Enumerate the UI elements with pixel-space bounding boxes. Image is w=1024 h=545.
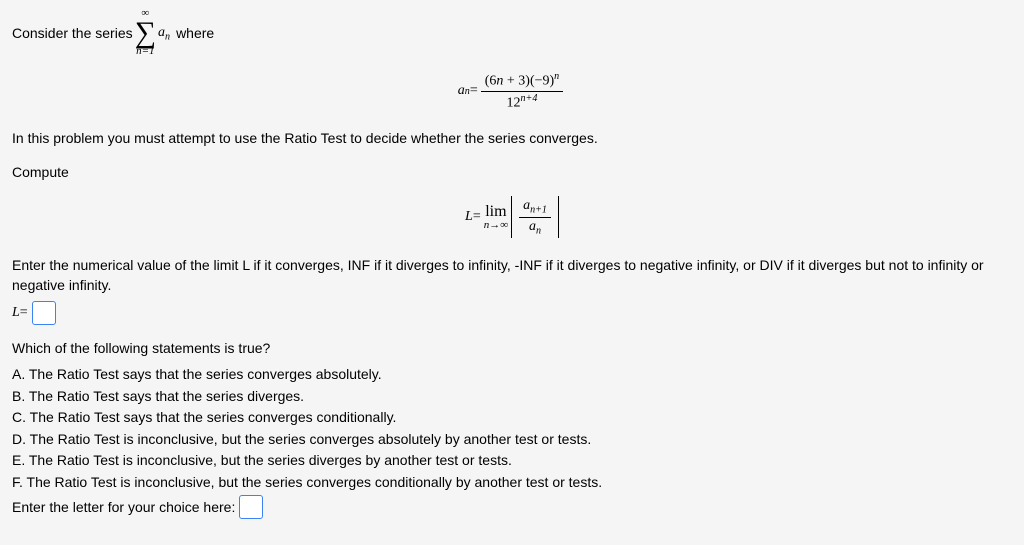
choice-f: F. The Ratio Test is inconclusive, but t… — [12, 473, 1012, 493]
mc-answer-input[interactable] — [239, 495, 263, 519]
f2-den: an — [519, 218, 551, 237]
L-answer-input[interactable] — [32, 301, 56, 325]
an-sub: n — [165, 31, 170, 42]
f1-num-a: (6 — [485, 74, 497, 89]
L-label-var: L — [12, 305, 20, 321]
mc-answer-label: Enter the letter for your choice here: — [12, 499, 235, 515]
intro-line: Consider the series ∞ ∑ n=1 an where — [12, 8, 1012, 57]
f2-fraction: an+1 an — [519, 198, 551, 236]
compute-label: Compute — [12, 163, 1012, 183]
limit-instructions: Enter the numerical value of the limit L… — [12, 256, 1012, 295]
mc-answer-row: Enter the letter for your choice here: — [12, 495, 1012, 519]
sigma-icon: ∞ ∑ n=1 — [135, 8, 156, 57]
f1-lhs-var: a — [458, 83, 465, 99]
f1-eq: = — [470, 83, 478, 99]
mc-choices: A. The Ratio Test says that the series c… — [12, 365, 1012, 493]
choice-e: E. The Ratio Test is inconclusive, but t… — [12, 451, 1012, 471]
abs-value: an+1 an — [511, 196, 559, 238]
formula-an: an = (6n + 3)(−9)n 12n+4 — [12, 71, 1012, 111]
f1-numerator: (6n + 3)(−9)n — [481, 71, 564, 92]
lim-text: lim — [485, 204, 506, 220]
lim-icon: lim n→∞ — [484, 204, 508, 231]
mc-prompt: Which of the following statements is tru… — [12, 339, 1012, 359]
f2-eq: = — [473, 209, 481, 225]
f1-num-sup: n — [554, 71, 559, 82]
intro-suffix: where — [176, 25, 214, 41]
f1-den-sup: n+4 — [521, 93, 538, 104]
sigma-symbol: ∑ — [135, 19, 156, 46]
choice-a: A. The Ratio Test says that the series c… — [12, 365, 1012, 385]
ratio-test-line: In this problem you must attempt to use … — [12, 129, 1012, 149]
choice-d: D. The Ratio Test is inconclusive, but t… — [12, 430, 1012, 450]
choice-b: B. The Ratio Test says that the series d… — [12, 387, 1012, 407]
problem-panel: Consider the series ∞ ∑ n=1 an where an … — [0, 0, 1024, 531]
f2-L: L — [465, 209, 473, 225]
choice-c: C. The Ratio Test says that the series c… — [12, 408, 1012, 428]
L-answer-row: L = — [12, 301, 1012, 325]
f1-fraction: (6n + 3)(−9)n 12n+4 — [481, 71, 564, 111]
formula-limit: L = lim n→∞ an+1 an — [12, 196, 1012, 238]
L-label-eq: = — [20, 305, 28, 321]
f2-num-sub: n+1 — [530, 205, 547, 216]
sigma-lower: n=1 — [136, 46, 154, 57]
an-var: a — [158, 25, 165, 40]
f1-denominator: 12n+4 — [481, 92, 564, 112]
intro-an: an — [158, 23, 170, 43]
intro-prefix: Consider the series — [12, 25, 133, 41]
f1-den-a: 12 — [507, 95, 521, 110]
f1-num-b: + 3)(−9) — [503, 74, 554, 89]
f2-den-var: a — [529, 219, 536, 234]
lim-sub: n→∞ — [484, 220, 508, 231]
abs-right-bar — [558, 196, 559, 238]
f2-num: an+1 — [519, 198, 551, 218]
f2-den-sub: n — [536, 225, 541, 236]
